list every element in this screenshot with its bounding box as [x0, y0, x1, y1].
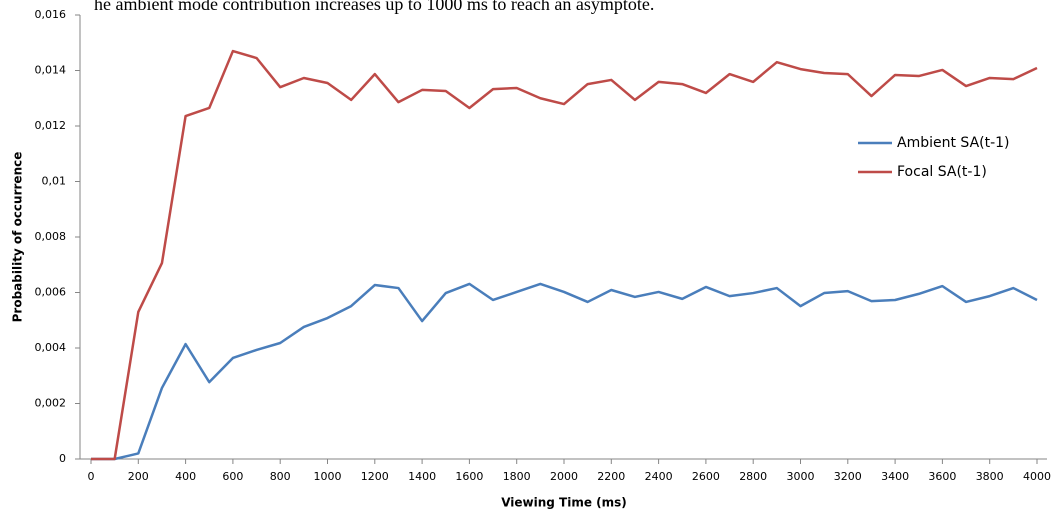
- y-tick-label: 0: [59, 452, 66, 465]
- x-tick-label: 1000: [314, 470, 342, 483]
- series-line: [91, 49, 1038, 461]
- y-tick-label: 0,016: [35, 8, 67, 21]
- x-tick-label: 2600: [692, 470, 720, 483]
- x-tick-label: 0: [88, 470, 95, 483]
- x-tick-label: 2400: [645, 470, 673, 483]
- y-axis-title: Probability of occurrence: [11, 152, 25, 323]
- x-axis-title: Viewing Time (ms): [501, 496, 627, 510]
- x-tick-label: 400: [175, 470, 196, 483]
- x-tick-label: 800: [270, 470, 291, 483]
- y-tick-label: 0,01: [42, 175, 67, 188]
- legend-label: Focal SA(t-1): [897, 164, 987, 180]
- y-tick-label: 0,002: [35, 397, 67, 410]
- x-tick-label: 2000: [550, 470, 578, 483]
- x-tick-label: 4000: [1023, 470, 1051, 483]
- series-line: [91, 282, 1038, 461]
- y-tick-label: 0,008: [35, 230, 67, 243]
- x-tick-label: 1400: [408, 470, 436, 483]
- x-tick-label: 2800: [739, 470, 767, 483]
- x-tick-label: 200: [128, 470, 149, 483]
- x-tick-label: 2200: [597, 470, 625, 483]
- y-tick-label: 0,004: [35, 341, 67, 354]
- x-tick-label: 3200: [834, 470, 862, 483]
- x-tick-label: 3800: [976, 470, 1004, 483]
- y-tick-label: 0,012: [35, 119, 67, 132]
- x-tick-label: 1600: [455, 470, 483, 483]
- x-tick-label: 3000: [787, 470, 815, 483]
- y-tick-label: 0,014: [35, 64, 67, 77]
- x-tick-label: 1200: [361, 470, 389, 483]
- x-tick-label: 1800: [503, 470, 531, 483]
- y-tick-label: 0,006: [35, 286, 67, 299]
- x-tick-label: 3400: [881, 470, 909, 483]
- x-tick-label: 600: [222, 470, 243, 483]
- x-tick-label: 3600: [928, 470, 956, 483]
- legend-label: Ambient SA(t-1): [897, 135, 1010, 151]
- annotation: he ambient mode contribution increases u…: [94, 0, 654, 14]
